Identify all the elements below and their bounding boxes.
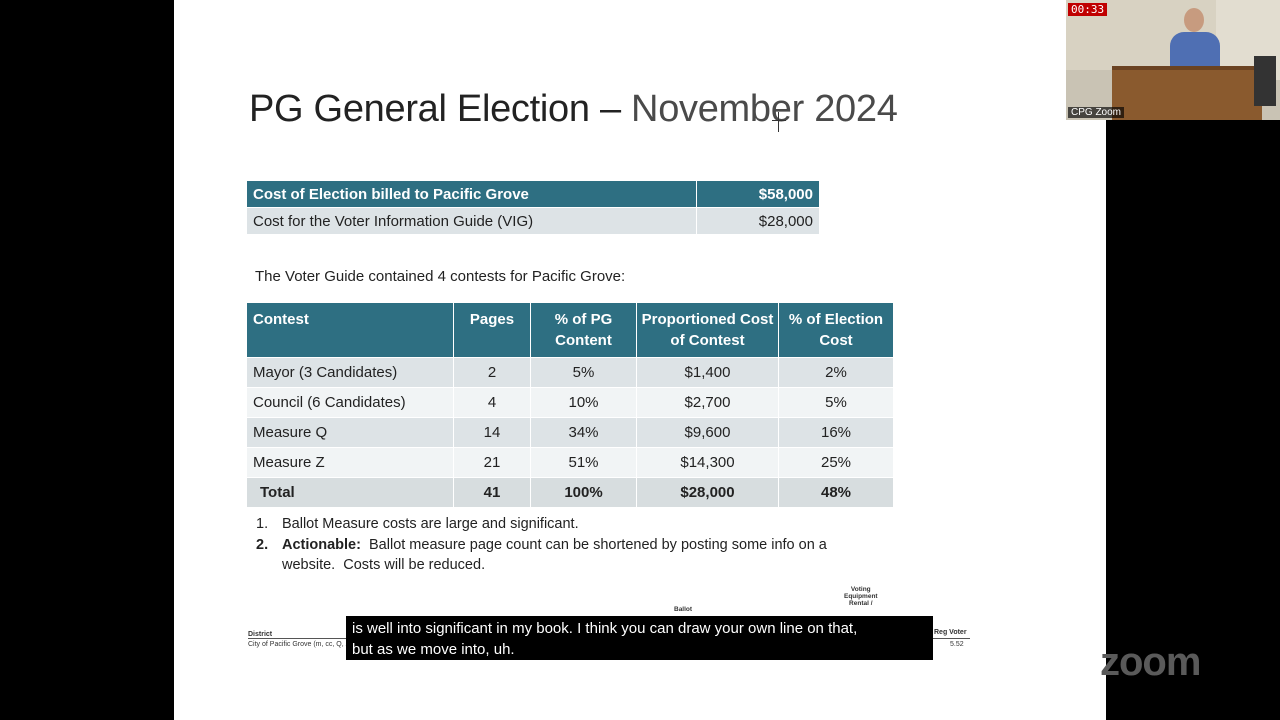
sheet-row-name: City of Pacific Grove (m, cc, Q, Z) bbox=[248, 641, 353, 648]
cell-election-cost: 48% bbox=[778, 477, 894, 508]
sheet-reg-label: Reg Voter bbox=[934, 629, 967, 636]
header-proportioned-cost: Proportioned Cost of Contest bbox=[636, 302, 779, 358]
cost-table: Cost of Election billed to Pacific Grove… bbox=[246, 180, 820, 235]
cell-election-cost: 25% bbox=[778, 447, 894, 478]
sheet-header-voting: Voting Equipment Rental / bbox=[844, 586, 878, 607]
cell-contest: Total bbox=[246, 477, 454, 508]
cell-pg-content: 5% bbox=[530, 357, 637, 388]
note-bold: Actionable: bbox=[282, 536, 361, 553]
participant-video-tile[interactable]: 00:33 CPG Zoom bbox=[1066, 0, 1280, 120]
slide-title: PG General Election – November 2024 bbox=[249, 88, 898, 131]
cell-proportioned-cost: $14,300 bbox=[636, 447, 779, 478]
cell-contest: Council (6 Candidates) bbox=[246, 387, 454, 418]
live-caption: is well into significant in my book. I t… bbox=[346, 616, 933, 660]
caption-line: is well into significant in my book. I t… bbox=[352, 620, 858, 637]
cell-contest: Measure Z bbox=[246, 447, 454, 478]
cost-row: Cost for the Voter Information Guide (VI… bbox=[246, 207, 820, 235]
sheet-district-label: District bbox=[248, 631, 273, 638]
header-election-cost: % of Election Cost bbox=[778, 302, 894, 358]
header-pages: Pages bbox=[453, 302, 531, 358]
cost-label: Cost of Election billed to Pacific Grove bbox=[246, 180, 697, 208]
recording-timer: 00:33 bbox=[1068, 3, 1108, 16]
cell-election-cost: 2% bbox=[778, 357, 894, 388]
table-row: Council (6 Candidates) 4 10% $2,700 5% bbox=[246, 387, 894, 418]
cell-pg-content: 100% bbox=[530, 477, 637, 508]
cost-row: Cost of Election billed to Pacific Grove… bbox=[246, 180, 820, 208]
cell-pages: 4 bbox=[453, 387, 531, 418]
table-row: Measure Q 14 34% $9,600 16% bbox=[246, 417, 894, 448]
cell-pages: 14 bbox=[453, 417, 531, 448]
sheet-voting-1: Voting bbox=[850, 586, 871, 593]
total-row: Total 41 100% $28,000 48% bbox=[246, 477, 894, 508]
note-body: Ballot measure page count can be shorten… bbox=[282, 536, 831, 574]
cell-pg-content: 34% bbox=[530, 417, 637, 448]
title-tail: November 2024 bbox=[631, 88, 898, 130]
guide-intro-text: The Voter Guide contained 4 contests for… bbox=[255, 268, 626, 285]
notes-list: 1. Ballot Measure costs are large and si… bbox=[256, 514, 876, 576]
sheet-row-value: 5.52 bbox=[950, 641, 964, 648]
sheet-header-ballot: Ballot bbox=[674, 606, 693, 613]
contest-table: Contest Pages % of PG Content Proportion… bbox=[246, 302, 894, 508]
cell-pages: 41 bbox=[453, 477, 531, 508]
cell-proportioned-cost: $1,400 bbox=[636, 357, 779, 388]
list-item: 1. Ballot Measure costs are large and si… bbox=[256, 514, 876, 535]
cell-contest: Measure Q bbox=[246, 417, 454, 448]
mouse-cursor-icon bbox=[772, 112, 786, 132]
podium bbox=[1112, 70, 1262, 120]
note-number: 1. bbox=[256, 516, 269, 532]
cell-pg-content: 51% bbox=[530, 447, 637, 478]
cell-proportioned-cost: $28,000 bbox=[636, 477, 779, 508]
cell-pages: 2 bbox=[453, 357, 531, 388]
sheet-voting-2: Equipment bbox=[844, 593, 878, 600]
presentation-slide: PG General Election – November 2024 Cost… bbox=[174, 0, 1106, 720]
chair bbox=[1254, 56, 1276, 106]
title-main: PG General Election – bbox=[249, 88, 632, 130]
speaker-head bbox=[1184, 8, 1204, 32]
cell-contest: Mayor (3 Candidates) bbox=[246, 357, 454, 388]
cost-label: Cost for the Voter Information Guide (VI… bbox=[246, 207, 697, 235]
table-row: Mayor (3 Candidates) 2 5% $1,400 2% bbox=[246, 357, 894, 388]
caption-line: but as we move into, uh. bbox=[352, 641, 515, 658]
note-text: Ballot Measure costs are large and signi… bbox=[282, 514, 579, 535]
cell-pages: 21 bbox=[453, 447, 531, 478]
note-text: Actionable: Ballot measure page count ca… bbox=[282, 535, 876, 576]
sheet-voting-3: Rental / bbox=[849, 600, 873, 607]
participant-name: CPG Zoom bbox=[1068, 107, 1125, 118]
table-row: Measure Z 21 51% $14,300 25% bbox=[246, 447, 894, 478]
header-pg-content: % of PG Content bbox=[530, 302, 637, 358]
cost-amount: $58,000 bbox=[696, 180, 820, 208]
contest-header-row: Contest Pages % of PG Content Proportion… bbox=[246, 302, 894, 358]
note-number: 2. bbox=[256, 536, 269, 553]
cell-election-cost: 5% bbox=[778, 387, 894, 418]
cell-proportioned-cost: $2,700 bbox=[636, 387, 779, 418]
header-contest: Contest bbox=[246, 302, 454, 358]
cell-proportioned-cost: $9,600 bbox=[636, 417, 779, 448]
note-body: Ballot Measure costs are large and signi… bbox=[282, 516, 579, 532]
cost-amount: $28,000 bbox=[696, 207, 820, 235]
list-item: 2. Actionable: Ballot measure page count… bbox=[256, 535, 876, 576]
zoom-logo: zoom bbox=[1100, 640, 1201, 684]
cell-election-cost: 16% bbox=[778, 417, 894, 448]
cell-pg-content: 10% bbox=[530, 387, 637, 418]
